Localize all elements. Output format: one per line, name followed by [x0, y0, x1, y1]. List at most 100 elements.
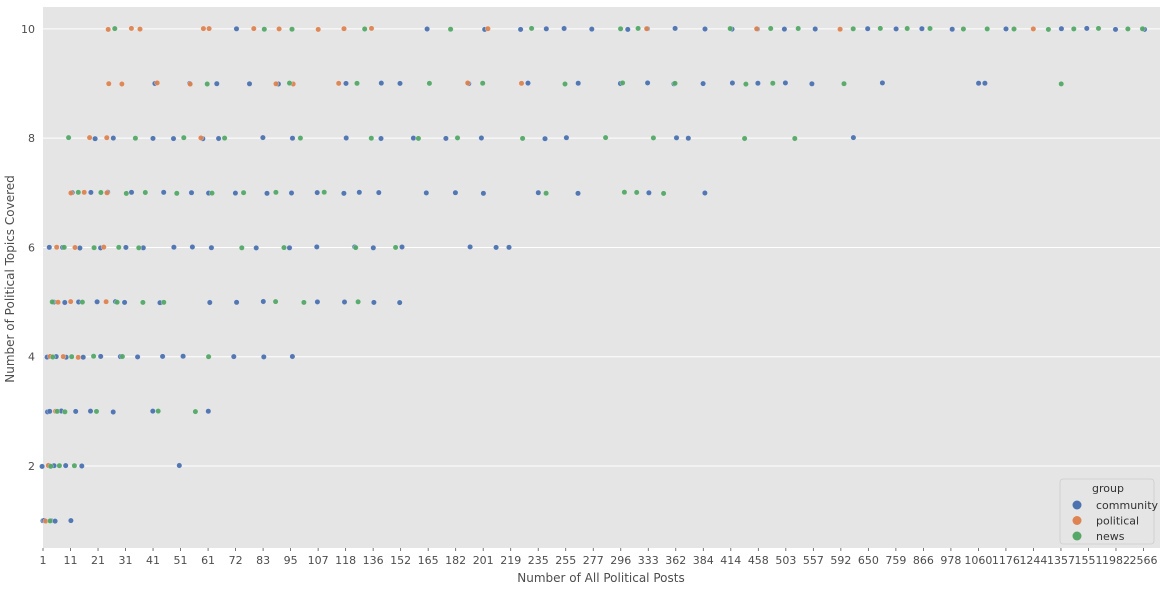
data-point-political	[206, 25, 212, 32]
data-point-community	[46, 408, 53, 415]
grid-lines	[43, 28, 1160, 467]
data-point-news	[123, 190, 130, 197]
x-tick-label: 333	[638, 554, 659, 567]
data-point-community	[313, 244, 320, 250]
data-point-community	[343, 135, 350, 141]
data-point-news	[1125, 26, 1131, 32]
data-point-community	[77, 245, 83, 251]
data-point-political	[837, 26, 843, 33]
y-axis-label: Number of Political Topics Covered	[3, 175, 17, 382]
data-point-community	[68, 517, 74, 524]
data-point-news	[447, 26, 454, 33]
data-point-community	[233, 25, 240, 32]
data-point-news	[204, 81, 211, 87]
x-tick-label: 592	[830, 554, 851, 567]
data-point-news	[960, 26, 967, 32]
data-point-news	[1011, 26, 1017, 32]
data-point-community	[289, 353, 296, 360]
data-point-news	[528, 25, 535, 32]
data-point-news	[904, 25, 911, 32]
legend-box	[1059, 478, 1155, 545]
data-point-community	[171, 244, 177, 251]
x-tick-label: 650	[858, 554, 879, 567]
data-point-community	[1003, 26, 1009, 32]
data-point-community	[378, 135, 384, 142]
x-tick-label: 362	[665, 554, 686, 567]
data-point-news	[56, 462, 63, 469]
plot-background	[43, 7, 1160, 548]
x-tick-label: 557	[803, 554, 824, 567]
data-point-community	[781, 26, 788, 32]
data-point-news	[273, 189, 279, 196]
data-point-news	[68, 353, 75, 360]
data-point-community	[72, 408, 79, 415]
data-point-news	[1070, 26, 1077, 32]
data-point-community	[88, 189, 94, 196]
data-point-political	[55, 299, 61, 306]
data-point-news	[1058, 81, 1065, 87]
data-point-community	[123, 244, 129, 251]
x-tick-label: 21	[91, 554, 105, 567]
data-point-news	[209, 190, 215, 196]
data-point-community	[729, 80, 736, 86]
data-point-news	[91, 244, 97, 251]
y-tick-label: 4	[28, 351, 35, 364]
data-point-community	[563, 134, 570, 141]
data-point-political	[643, 25, 650, 32]
data-point-political	[753, 25, 760, 32]
data-point-political	[75, 354, 82, 361]
data-point-community	[134, 354, 141, 360]
data-point-political	[518, 80, 525, 87]
data-point-news	[633, 189, 640, 196]
data-point-news	[62, 408, 68, 415]
legend-label-community: community	[1096, 499, 1159, 512]
x-tick-label: 1982	[1102, 554, 1130, 567]
data-point-community	[542, 135, 548, 142]
data-point-community	[399, 244, 405, 250]
data-point-news	[368, 135, 375, 142]
y-tick-labels: 2 4 6 8 10	[21, 23, 35, 473]
y-tick-label: 2	[28, 460, 35, 473]
data-point-community	[397, 80, 403, 87]
x-tick-label: 277	[583, 554, 604, 567]
data-point-news	[321, 189, 328, 196]
data-point-political	[341, 25, 347, 32]
data-point-news	[1045, 26, 1052, 33]
x-tick-label: 296	[610, 554, 631, 567]
data-point-political	[72, 244, 78, 251]
data-point-community	[80, 354, 87, 361]
data-point-news	[621, 189, 628, 196]
x-tick-label: 384	[693, 554, 714, 567]
data-point-community	[809, 80, 815, 87]
data-point-community	[246, 80, 253, 87]
x-tick-label: 1551	[1074, 554, 1102, 567]
data-point-community	[1058, 25, 1065, 32]
x-tick-label: 11	[64, 554, 78, 567]
data-point-news	[272, 298, 279, 305]
legend: group community political news	[1059, 478, 1159, 545]
data-point-community	[646, 189, 652, 196]
data-point-news	[238, 244, 245, 251]
x-tick-label: 2566	[1129, 554, 1157, 567]
x-axis-label: Number of All Political Posts	[517, 571, 684, 585]
data-point-community	[588, 26, 595, 32]
data-point-community	[253, 245, 260, 251]
x-tick-label: 51	[174, 554, 188, 567]
data-point-news	[392, 244, 399, 251]
data-point-political	[315, 26, 322, 33]
data-point-news	[119, 353, 126, 360]
data-point-community	[46, 244, 53, 251]
data-point-news	[354, 80, 360, 87]
data-point-community	[230, 353, 237, 360]
data-point-news	[192, 408, 199, 415]
data-point-news	[49, 299, 56, 305]
data-point-community	[260, 354, 267, 360]
data-point-political	[100, 244, 107, 250]
data-point-news	[415, 135, 422, 142]
data-point-news	[619, 80, 626, 86]
data-point-community	[110, 409, 117, 415]
data-point-news	[47, 518, 53, 524]
legend-title: group	[1092, 482, 1124, 495]
data-point-news	[355, 298, 361, 305]
data-point-community	[378, 80, 385, 86]
